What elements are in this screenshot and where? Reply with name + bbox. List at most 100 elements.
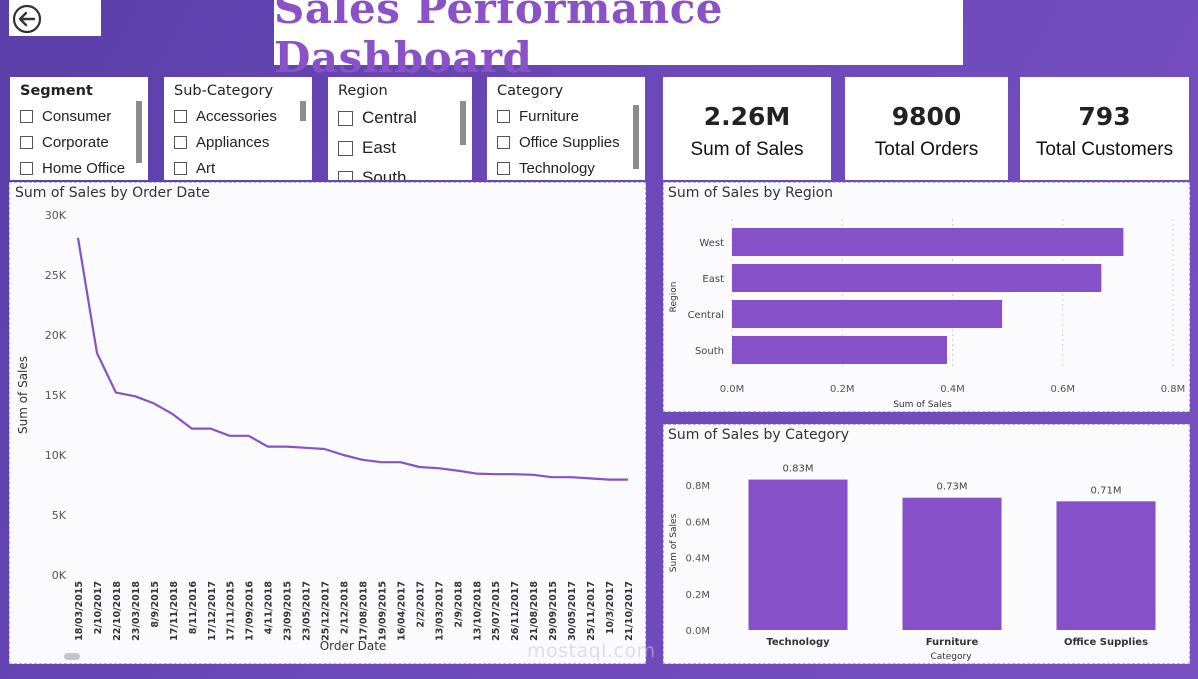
slicer-scrollbar[interactable]: [460, 101, 466, 145]
slicer-option[interactable]: East: [338, 133, 472, 163]
x-tick-label: 23/05/2017: [302, 581, 313, 641]
back-arrow-icon[interactable]: [11, 3, 43, 35]
slicer-option[interactable]: Central: [338, 103, 472, 133]
bar[interactable]: [902, 497, 1002, 630]
dashboard-title: Sales Performance Dashboard: [274, 0, 723, 82]
x-tick-label: 21/10/2017: [624, 581, 635, 641]
category-chart-panel: Sum of Sales by Category 0.0M 0.2M 0.4M 0.6…: [663, 424, 1190, 664]
watermark: mostaql.com: [527, 640, 656, 662]
checkbox[interactable]: [497, 161, 510, 175]
checkbox[interactable]: [338, 110, 353, 126]
horizontal-scrollbar[interactable]: [64, 653, 80, 660]
y-tick-label: 15K: [45, 389, 67, 402]
slicer-subcategory: Sub-Category Accessories Appliances Art: [164, 77, 312, 180]
checkbox[interactable]: [20, 109, 33, 123]
x-tick-label: 17/11/2018: [169, 581, 180, 641]
kpi-value: 9800: [891, 102, 962, 131]
option-label: Central: [362, 108, 417, 127]
x-tick-label: 0.4M: [940, 384, 965, 395]
bar[interactable]: [748, 479, 848, 630]
kpi-card-customers: 793 Total Customers: [1020, 77, 1189, 180]
x-tick-label: 25/12/2017: [321, 581, 332, 641]
x-tick-label: 10/3/2017: [605, 581, 616, 634]
checkbox[interactable]: [174, 161, 187, 175]
checkbox[interactable]: [174, 109, 187, 123]
slicer-title: Region: [338, 83, 388, 99]
region-bar-chart: 0.0M 0.2M 0.4M 0.6M 0.8M West East Central South…: [669, 219, 1186, 410]
category-bar-chart: 0.0M 0.2M 0.4M 0.6M 0.8M 0.83M Technology 0.73M…: [669, 464, 1156, 662]
y-tick-label: 0K: [52, 569, 67, 582]
option-label: Furniture: [519, 107, 580, 125]
x-axis-title: Category: [930, 652, 972, 662]
back-button[interactable]: [9, 0, 101, 36]
x-tick-label: 22/10/2018: [112, 581, 123, 641]
slicer-option[interactable]: Home Office: [20, 155, 148, 180]
slicer-title: Segment: [20, 83, 93, 99]
slicer-option[interactable]: Art: [174, 155, 312, 180]
y-tick-label: 25K: [45, 269, 67, 282]
checkbox[interactable]: [20, 135, 33, 149]
bar[interactable]: [732, 300, 1003, 328]
bar[interactable]: [732, 264, 1102, 292]
checkbox[interactable]: [497, 109, 510, 123]
y-tick-label: Central: [688, 310, 724, 321]
checkbox[interactable]: [338, 140, 353, 156]
slicer-option[interactable]: Technology: [497, 155, 645, 180]
slicer-option[interactable]: Furniture: [497, 103, 645, 129]
kpi-card-sales: 2.26M Sum of Sales: [663, 77, 831, 180]
checkbox[interactable]: [20, 161, 33, 175]
slicer-option[interactable]: Accessories: [174, 103, 312, 129]
dashboard-title-box: Sales Performance Dashboard: [274, 0, 963, 82]
checkbox[interactable]: [338, 170, 353, 180]
bar[interactable]: [1056, 501, 1156, 630]
x-tick-label: 13/03/2017: [434, 581, 445, 641]
slicer-option[interactable]: Office Supplies: [497, 129, 645, 155]
series-line[interactable]: [76, 237, 628, 481]
x-tick-label: 17/09/2016: [245, 581, 256, 641]
region-chart-panel: Sum of Sales by Region 0.0M 0.2M 0.4M 0.6M 0…: [663, 182, 1190, 412]
checkbox[interactable]: [174, 135, 187, 149]
y-tick-label: 0.4M: [685, 554, 710, 565]
x-tick-label: 13/10/2018: [472, 581, 483, 641]
slicer-scrollbar[interactable]: [300, 101, 306, 121]
x-axis-title: Order Date: [320, 639, 387, 653]
x-tick-label: 8/11/2016: [188, 581, 199, 635]
kpi-card-orders: 9800 Total Orders: [845, 77, 1008, 180]
x-tick-label: 2/10/2017: [93, 581, 104, 634]
slicer-option[interactable]: Corporate: [20, 129, 148, 155]
option-label: Appliances: [196, 133, 270, 151]
option-label: Corporate: [42, 133, 109, 151]
x-tick-label: 23/09/2015: [283, 581, 294, 641]
y-tick-label: 0.8M: [685, 481, 710, 492]
slicer-region: Region Central East South: [328, 77, 472, 180]
slicer-option[interactable]: Consumer: [20, 103, 148, 129]
checkbox[interactable]: [497, 135, 510, 149]
x-tick-label: 26/11/2017: [510, 581, 521, 641]
x-tick-label: 21/08/2018: [529, 581, 540, 641]
y-tick-label: 5K: [52, 509, 67, 522]
y-axis-title: Sum of Sales: [669, 513, 679, 572]
y-tick-label: 20K: [45, 329, 67, 342]
y-tick-label: 30K: [45, 209, 67, 222]
y-tick-label: West: [699, 238, 724, 249]
option-label: Accessories: [196, 107, 277, 125]
slicer-category: Category Furniture Office Supplies Techn…: [487, 77, 645, 180]
x-tick-label: 0.8M: [1161, 384, 1186, 395]
y-tick-label: 0.2M: [685, 590, 710, 601]
y-axis-title: Sum of Sales: [16, 356, 30, 434]
x-tick-label: 0.2M: [830, 384, 855, 395]
bar[interactable]: [732, 228, 1124, 256]
x-tick-label: 17/08/2018: [358, 581, 369, 641]
option-label: Office Supplies: [519, 133, 620, 151]
y-tick-label: 10K: [45, 449, 67, 462]
slicer-scrollbar[interactable]: [633, 105, 639, 169]
slicer-title: Category: [497, 83, 564, 99]
slicer-option[interactable]: Appliances: [174, 129, 312, 155]
x-tick-label: 2/12/2018: [340, 581, 351, 635]
y-axis-title: Region: [669, 282, 679, 313]
x-tick-label: 17/11/2015: [226, 581, 237, 641]
y-tick-label: East: [702, 274, 724, 285]
slicer-option[interactable]: South: [338, 163, 472, 180]
bar[interactable]: [732, 336, 947, 364]
slicer-scrollbar[interactable]: [136, 101, 142, 163]
